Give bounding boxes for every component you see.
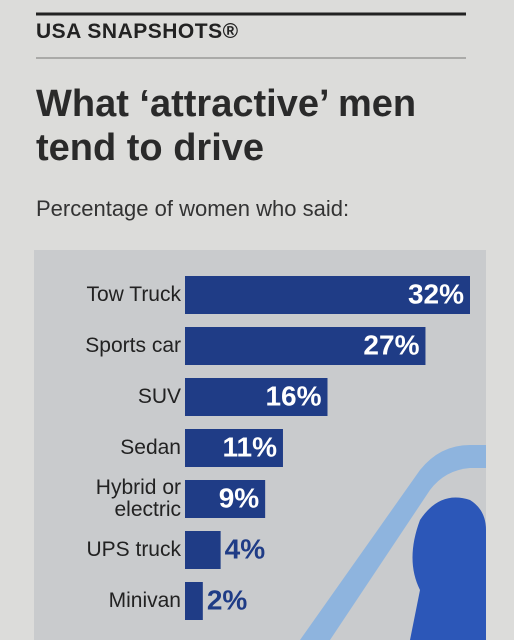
value-label: 2% — [207, 584, 248, 615]
value-label: 27% — [363, 329, 419, 360]
category-label: Minivan — [108, 589, 181, 612]
chart-subtitle: Percentage of women who said: — [36, 196, 350, 221]
bar — [185, 480, 266, 518]
bar — [185, 276, 470, 314]
chart-title: What ‘attractive’ men tend to drive — [36, 83, 417, 169]
bar — [185, 429, 283, 467]
category-label: SUV — [137, 385, 181, 408]
bar — [185, 327, 426, 365]
header: USA SNAPSHOTS® — [36, 20, 239, 43]
driver-silhouette — [410, 497, 486, 640]
category-label: Sports car — [85, 334, 181, 357]
value-label: 4% — [225, 533, 266, 564]
value-label: 9% — [219, 482, 260, 513]
value-label: 32% — [408, 278, 464, 309]
category-label: UPS truck — [86, 538, 181, 561]
category-label: Hybrid or electric — [95, 476, 181, 521]
value-label: 16% — [265, 380, 321, 411]
bar — [185, 378, 328, 416]
category-label: Sedan — [120, 436, 181, 459]
value-label: 11% — [222, 431, 277, 462]
bar — [185, 531, 221, 569]
category-label: Tow Truck — [86, 283, 181, 306]
bar — [185, 582, 203, 620]
